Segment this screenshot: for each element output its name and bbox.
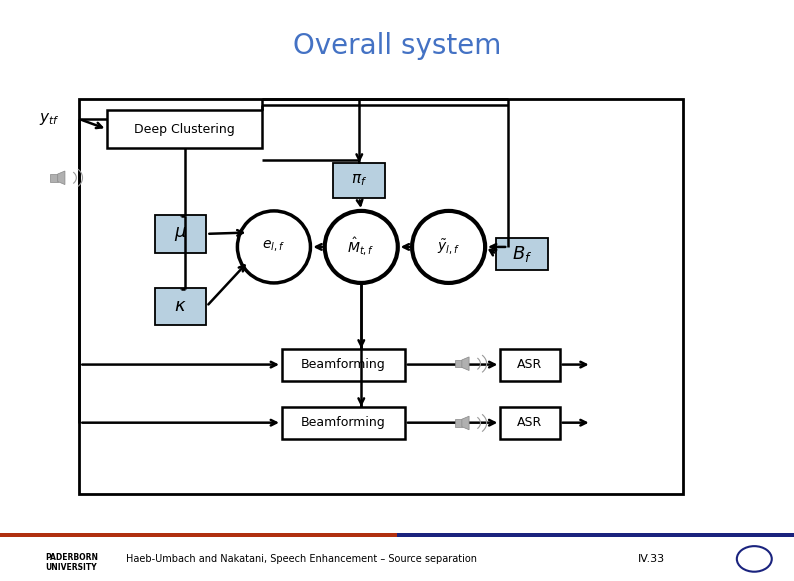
Text: Beamforming: Beamforming xyxy=(301,416,386,429)
Text: IV.33: IV.33 xyxy=(638,554,665,564)
Text: $B_f$: $B_f$ xyxy=(512,244,532,264)
Bar xyxy=(333,163,385,198)
Bar xyxy=(155,215,206,253)
Text: $e_{l,f}$: $e_{l,f}$ xyxy=(263,239,285,254)
Bar xyxy=(282,407,405,439)
Bar xyxy=(107,110,262,148)
Text: Haeb-Umbach and Nakatani, Speech Enhancement – Source separation: Haeb-Umbach and Nakatani, Speech Enhance… xyxy=(126,554,477,564)
Polygon shape xyxy=(58,171,65,185)
Text: $\pi_f$: $\pi_f$ xyxy=(351,172,368,188)
Text: Beamforming: Beamforming xyxy=(301,358,386,371)
Ellipse shape xyxy=(412,211,485,283)
Text: Overall system: Overall system xyxy=(293,33,501,60)
Ellipse shape xyxy=(325,211,398,283)
Text: ASR: ASR xyxy=(518,416,542,429)
Text: $\hat{M}_{t,f}$: $\hat{M}_{t,f}$ xyxy=(348,236,375,258)
Text: NTT: NTT xyxy=(743,554,765,564)
Polygon shape xyxy=(455,419,462,426)
Bar xyxy=(500,349,560,381)
Polygon shape xyxy=(455,360,462,368)
Text: $\kappa$: $\kappa$ xyxy=(175,297,187,315)
Text: Deep Clustering: Deep Clustering xyxy=(134,123,235,136)
Bar xyxy=(155,288,206,325)
Bar xyxy=(0,533,397,537)
Text: $\mu$: $\mu$ xyxy=(174,225,187,243)
Circle shape xyxy=(737,546,772,572)
Ellipse shape xyxy=(237,211,310,283)
Polygon shape xyxy=(462,357,469,371)
Bar xyxy=(282,349,405,381)
Polygon shape xyxy=(51,174,58,181)
Bar xyxy=(496,238,548,270)
Bar xyxy=(500,407,560,439)
Text: PADERBORN
UNIVERSITY: PADERBORN UNIVERSITY xyxy=(45,553,98,572)
Text: $\tilde{y}_{l,f}$: $\tilde{y}_{l,f}$ xyxy=(437,238,461,256)
Text: ASR: ASR xyxy=(518,358,542,371)
Polygon shape xyxy=(462,416,469,430)
Bar xyxy=(397,533,794,537)
Text: $y_{tf}$: $y_{tf}$ xyxy=(39,111,60,127)
Bar xyxy=(79,99,683,494)
